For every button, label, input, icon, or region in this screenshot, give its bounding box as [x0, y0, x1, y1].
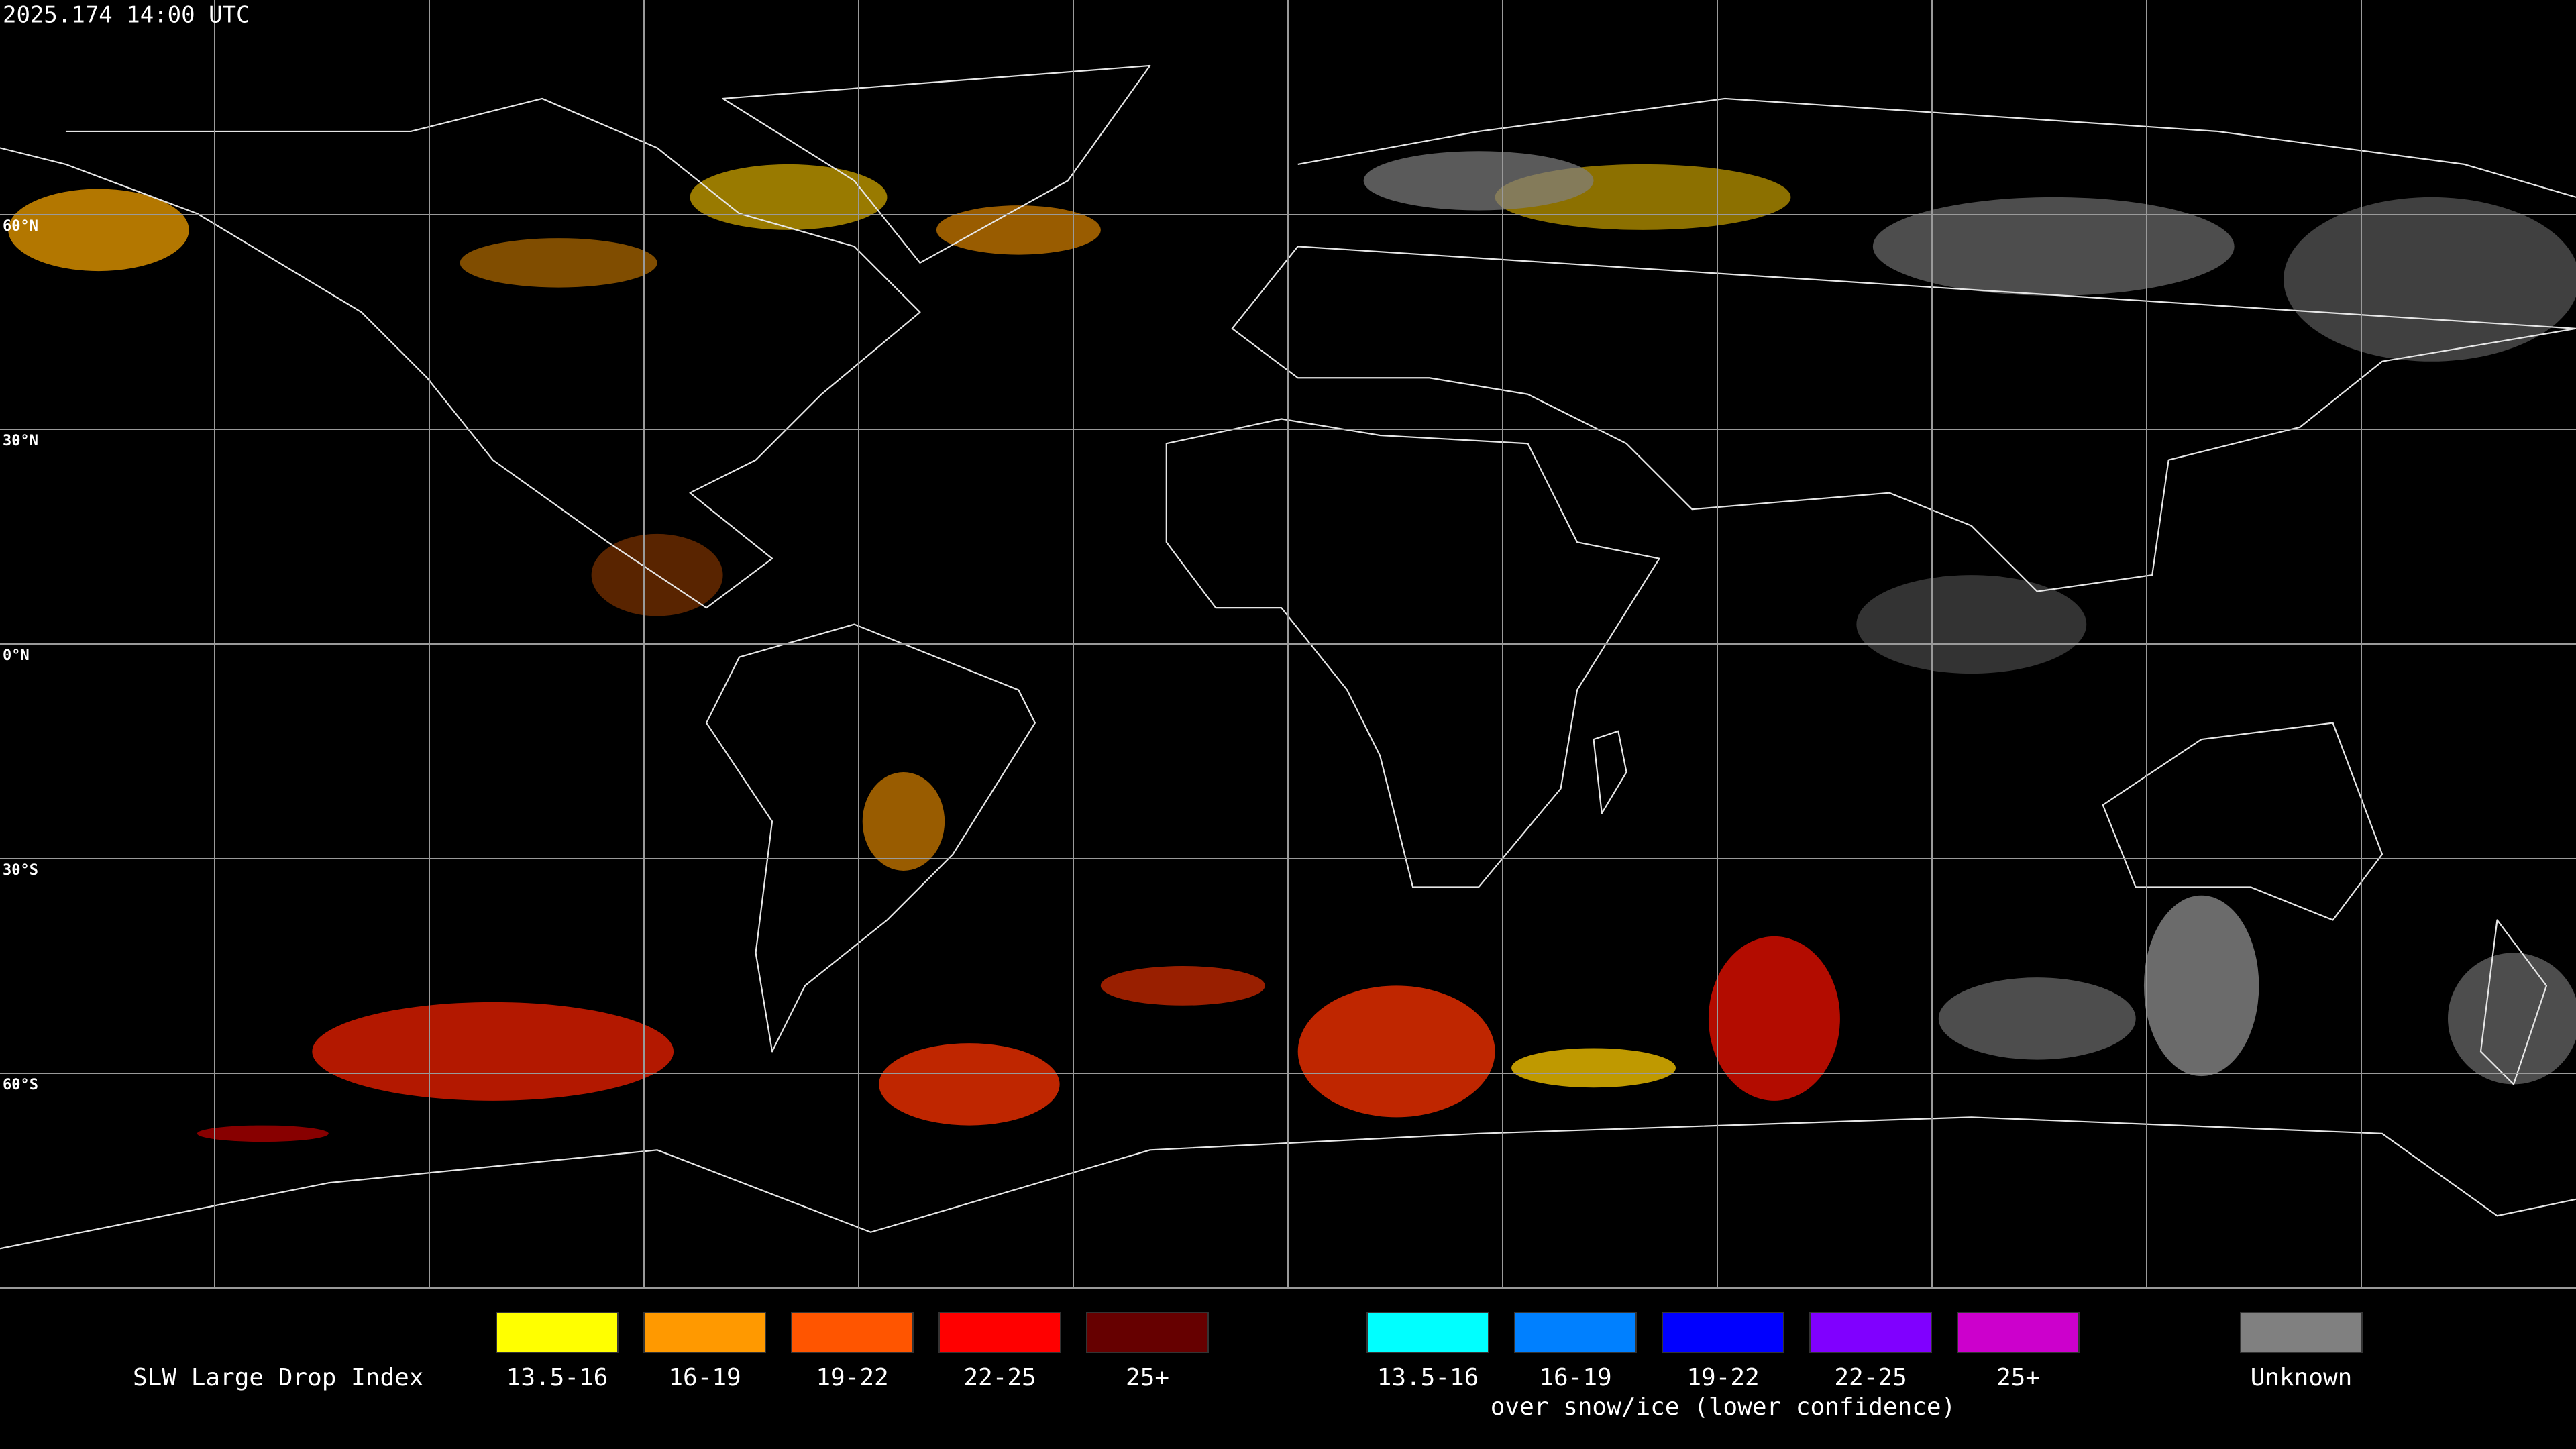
legend-swatch — [2240, 1312, 2363, 1353]
legend-swatch — [496, 1312, 619, 1353]
legend-swatch — [1809, 1312, 1932, 1353]
latitude-label: 60°N — [3, 218, 38, 235]
legend-label: 22-25 — [963, 1364, 1036, 1391]
legend-label: 22-25 — [1834, 1364, 1907, 1391]
legend-label: 13.5-16 — [506, 1364, 608, 1391]
latitude-label: 30°S — [3, 862, 38, 879]
legend-label: 25+ — [1126, 1364, 1169, 1391]
legend-swatch — [791, 1312, 914, 1353]
legend-swatch — [643, 1312, 766, 1353]
legend-swatch — [1086, 1312, 1209, 1353]
legend-label: 16-19 — [668, 1364, 741, 1391]
coastlines — [0, 64, 2576, 1250]
cloud-field — [8, 151, 2576, 1142]
latitude-label: 0°N — [3, 647, 30, 664]
latitude-label: 30°N — [3, 433, 38, 449]
legend-swatch — [1662, 1312, 1784, 1353]
legend-swatch — [1514, 1312, 1637, 1353]
legend-label: 19-22 — [1686, 1364, 1759, 1391]
legend-label: 25+ — [1996, 1364, 2040, 1391]
legend-label: Unknown — [2251, 1364, 2353, 1391]
legend-caption: over snow/ice (lower confidence) — [1491, 1393, 1956, 1421]
legend: SLW Large Drop Index 13.5-16 16-19 19-22 22… — [133, 1312, 2363, 1421]
legend-swatch — [1366, 1312, 1489, 1353]
legend-label: 19-22 — [816, 1364, 888, 1391]
legend-swatch — [1957, 1312, 2080, 1353]
legend-label: 13.5-16 — [1377, 1364, 1479, 1391]
legend-title: SLW Large Drop Index — [133, 1364, 423, 1391]
timestamp: 2025.174 14:00 UTC — [3, 2, 250, 29]
legend-swatch — [938, 1312, 1061, 1353]
latitude-label: 60°S — [3, 1077, 38, 1093]
graticule: 60°N 30°N 0°N 30°S 60°S — [0, 0, 2576, 1289]
legend-label: 16-19 — [1539, 1364, 1611, 1391]
